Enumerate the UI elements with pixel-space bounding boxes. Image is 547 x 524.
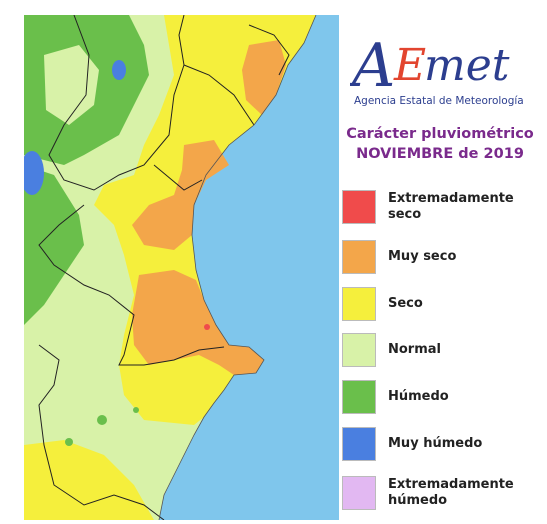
land-normal-patch [44,45,99,125]
land-very-wet-2 [24,151,44,195]
legend-swatch [342,427,376,461]
legend-item: Extremadamente seco [342,190,528,224]
legend-swatch [342,333,376,367]
legend-item: Muy húmedo [342,427,528,461]
logo-letters-met: met [424,40,510,91]
land-very-wet-1 [112,60,126,80]
legend-label: Seco [388,296,423,311]
legend-swatch [342,380,376,414]
land-wet-dot-1 [97,415,107,425]
land-very-dry-center [132,140,229,250]
legend-label: Extremadamente seco [388,191,514,222]
legend-item: Normal [342,333,528,367]
land-wet-dot-3 [133,407,139,413]
legend-label: Muy seco [388,249,457,264]
legend-item: Seco [342,287,528,321]
aemet-logo: A E met [347,22,530,112]
legend-label: Muy húmedo [388,436,483,451]
logo-letter-e: E [393,40,426,91]
aemet-logo-svg: A E met [347,31,510,101]
map-svg [24,15,339,520]
coastline [158,15,317,520]
land-very-dry-south [132,270,264,375]
land-dry-south [24,440,154,520]
map-title: Carácter pluviométrico [346,126,534,142]
land-wet-west [24,165,84,325]
legend-swatch [342,476,376,510]
legend-swatch [342,240,376,274]
legend-label: Normal [388,342,441,357]
legend-item: Húmedo [342,380,528,414]
legend-label: Extremadamente húmedo [388,477,514,508]
land-wet-dot-2 [65,438,73,446]
legend-swatch [342,287,376,321]
legend-label: Húmedo [388,389,449,404]
precipitation-map [24,15,339,520]
legend-swatch [342,190,376,224]
map-subtitle: NOVIEMBRE de 2019 [356,146,524,162]
region-boundaries [38,15,290,520]
logo-subtitle: Agencia Estatal de Meteorología [354,95,524,107]
logo-letter-a: A [350,31,395,100]
legend-item: Muy seco [342,240,528,274]
legend-item: Extremadamente húmedo [342,476,528,510]
land-extremely-dry-spot [204,324,210,330]
